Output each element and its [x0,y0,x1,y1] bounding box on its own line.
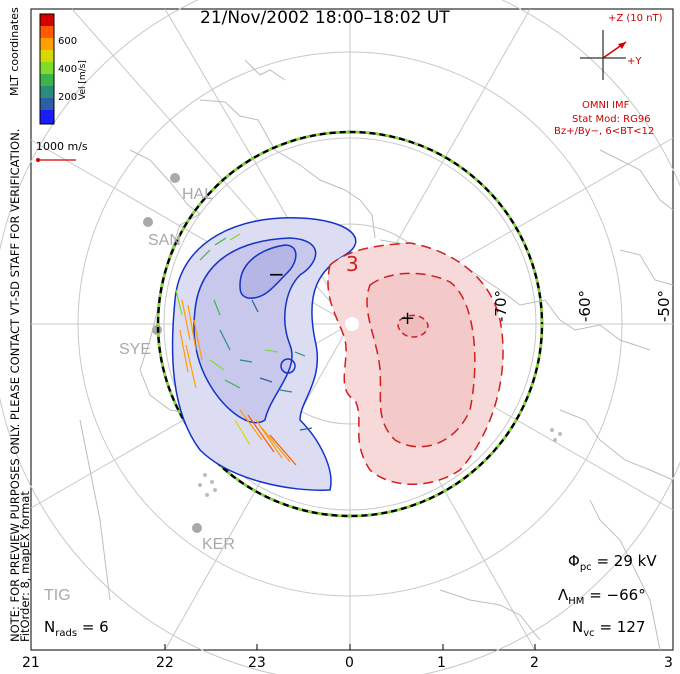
lat-label-60: -60° [576,290,594,322]
n-rads-value: = 6 [81,618,109,636]
n-vc-value: = 127 [599,618,646,636]
island-dots [198,428,562,497]
coast-far-se [589,499,661,651]
station-label-san: SAN [148,232,181,249]
lambda-hm-value: = −66° [589,586,646,604]
mlt-label-22: 22 [156,655,174,671]
antarctica-coast-north [199,99,376,239]
n-vc-stat: Nvc = 127 [572,618,645,639]
mlt-label-23: 23 [248,655,266,671]
imf-condition: Bz+/By−, 6<BT<12 [554,126,655,137]
lambda-hm-symbol: Λ [558,586,569,604]
phi-pc-value: = 29 kV [596,552,657,570]
dawn-cell-middle [366,272,476,448]
ross-sea-coast [519,299,651,351]
coast-e [619,249,674,286]
n-rads-sub: rads [55,628,78,639]
n-vc-sub: vc [583,628,595,639]
colorbar-tick-600: 600 [58,36,78,47]
dusk-contour-ring [280,358,296,374]
station-marker-ker [192,523,202,533]
phi-pc-symbol: Φ [568,552,580,570]
station-label-hal: HAL [182,186,214,203]
coast-w [79,419,111,601]
n-rads-stat: Nrads = 6 [44,618,109,639]
phi-pc-sub: pc [579,562,592,573]
station-marker-hal [170,173,180,183]
dusk-cell-sign: − [268,262,285,286]
n-vc-symbol: N [572,618,584,636]
island-n [244,59,286,81]
lat-label-70: -70° [492,290,510,322]
mlt-label-1: 1 [437,655,446,671]
coastlines [79,59,674,651]
mlt-ticks [164,644,536,650]
mlt-label-0: 0 [345,655,354,671]
dusk-cell-inner [239,244,297,299]
imf-y-label: +Y [627,56,642,67]
coast-se [559,409,674,481]
mlt-label-2: 2 [530,655,539,671]
lambda-hm-stat: ΛHM = −66° [558,586,646,607]
mlt-label-21: 21 [22,655,40,671]
velocity-scale-dot [36,158,40,162]
hm-boundary-dash [156,130,544,518]
imf-dial [580,30,627,80]
station-label-ker: KER [202,536,235,553]
phi-pc-stat: Φpc = 29 kV [568,552,657,573]
n-rads-symbol: N [44,618,56,636]
velocity-vectors [175,233,313,466]
fit-order-note: FitOrder: 8, mapEX format [18,491,32,642]
map-title: 21/Nov/2002 18:00–18:02 UT [200,8,450,28]
colorbar-tick-400: 400 [58,64,78,75]
coast-south [439,589,541,641]
lat-label-50: -50° [655,290,673,322]
imf-z-label: +Z (10 nT) [608,13,663,24]
mlt-label-3: 3 [664,655,673,671]
velocity-scale-label: 1000 m/s [36,140,88,153]
plot-frame [30,8,674,651]
pole-marker [345,317,359,331]
dawn-cell-inner [397,314,429,338]
stat-model: Stat Mod: RG96 [572,114,651,125]
coast-ne [599,149,674,211]
station-marker-san [143,217,153,227]
station-markers [143,173,202,533]
station-label-sye: SYE [119,341,152,358]
colorbar [39,13,55,125]
lambda-hm-sub: HM [568,596,585,607]
dawn-cell-sign: + [400,308,416,329]
coord-system-label: MLT coordinates [8,7,21,96]
colorbar-tick-200: 200 [58,92,78,103]
imf-source: OMNI IMF [582,100,630,111]
dusk-cell-middle [193,237,317,424]
dawn-contour-label: 3 [346,252,359,276]
station-label-tig: TIG [44,587,71,604]
colorbar-label: Vel [m/s] [78,60,88,100]
